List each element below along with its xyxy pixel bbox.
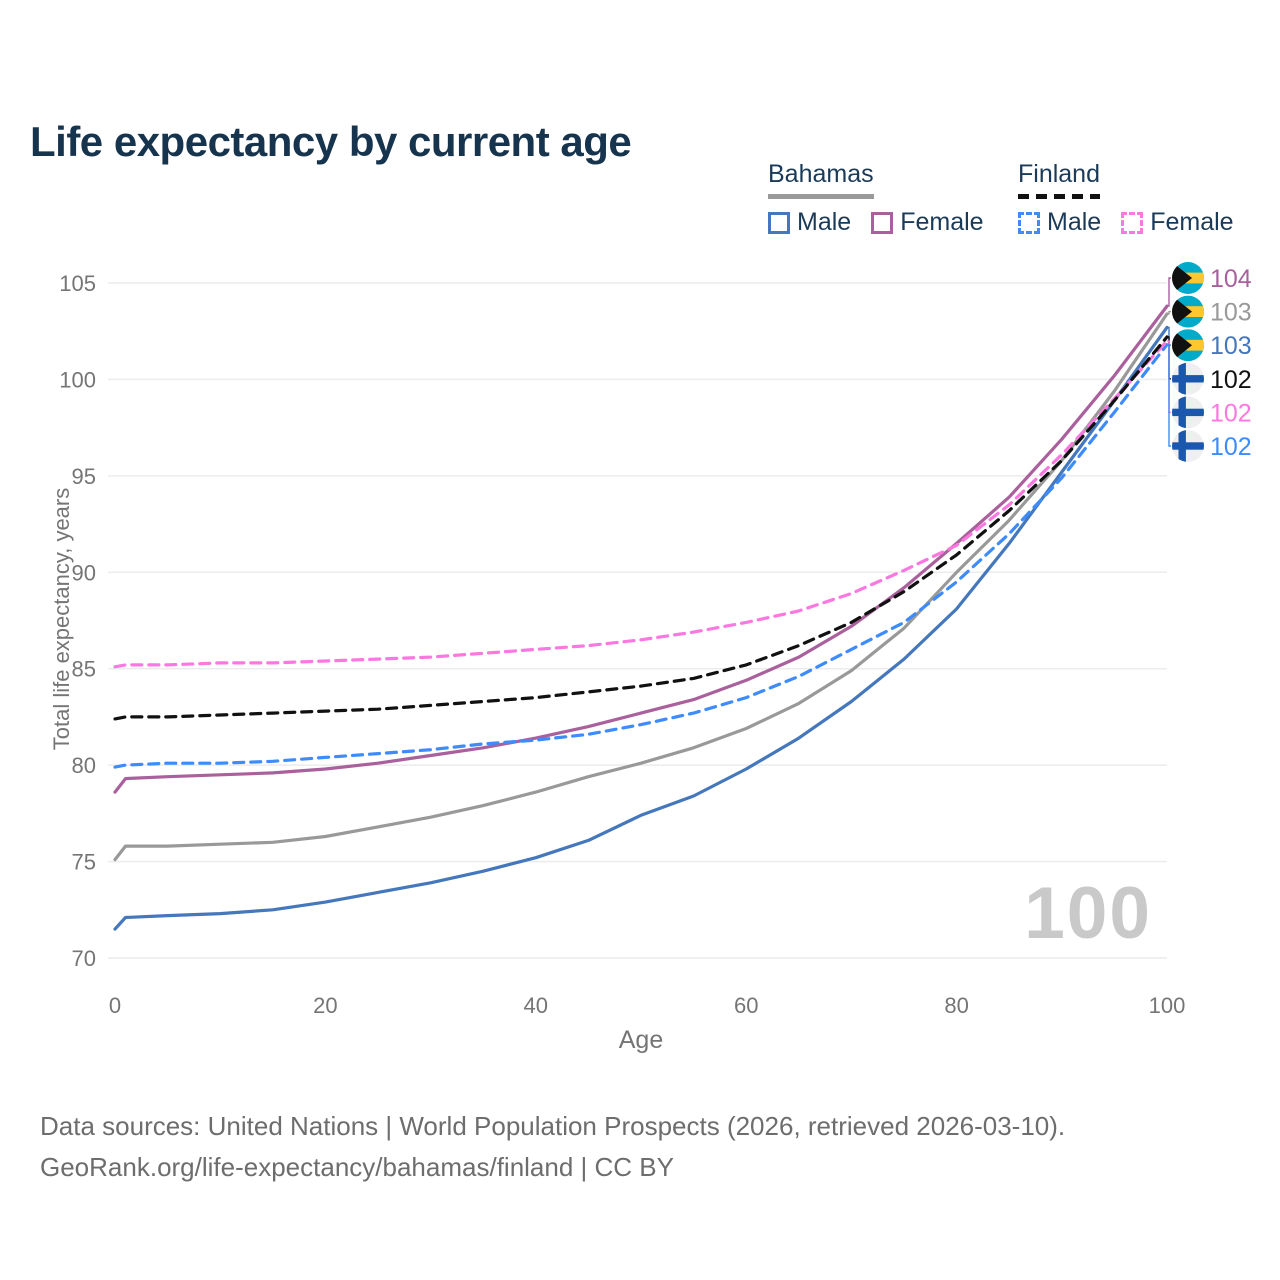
series-line-bahamas-both-sexes[interactable] [113,312,1169,862]
x-tick-label: 80 [944,993,968,1018]
series-line-bahamas-female[interactable] [113,304,1169,794]
bahamas-solid-line-key [768,194,874,199]
label-leader-line [1167,310,1171,315]
y-tick-label: 100 [59,367,96,392]
series-line-finland-male[interactable] [113,343,1169,769]
data-sources-line: Data sources: United Nations | World Pop… [40,1111,1066,1141]
finland-male-swatch-icon [1018,211,1040,234]
legend-country-label: Bahamas [768,160,874,188]
end-value-label-finland-female: 102 [1210,399,1252,427]
end-value-label-bahamas-male: 103 [1210,332,1252,360]
end-value-label-bahamas-female: 104 [1210,265,1252,293]
flag-icon-bahamas [1172,295,1204,328]
label-leader-line [1167,344,1171,447]
x-tick-label: 0 [109,993,121,1018]
finland-female-swatch-icon [1121,211,1144,234]
y-tick-label: 85 [72,657,96,682]
y-tick-label: 80 [72,753,96,778]
flag-icon-finland [1172,396,1204,429]
y-tick-label: 70 [72,946,96,971]
legend-country-finland[interactable]: Finland [1018,160,1100,199]
x-tick-label: 60 [734,993,758,1018]
current-age-watermark: 100 [1024,873,1152,954]
page-title: Life expectancy by current age [30,118,632,166]
attribution-line: GeoRank.org/life-expectancy/bahamas/finl… [40,1152,674,1182]
series-line-finland-both-sexes[interactable] [113,335,1169,721]
y-tick-label: 95 [72,464,96,489]
series-line-bahamas-male[interactable] [113,325,1169,931]
bahamas-female-swatch-icon [871,211,894,234]
legend-item-label: Male [797,208,852,236]
legend-country-bahamas[interactable]: Bahamas [768,160,874,199]
legend-item-label: Female [1150,208,1234,236]
legend-country-label: Finland [1018,160,1100,188]
end-value-label-finland-male: 102 [1210,433,1252,461]
flag-icon-finland [1172,430,1204,462]
y-tick-label: 105 [59,271,96,296]
y-tick-label: 90 [72,560,96,585]
x-tick-label: 20 [313,993,337,1018]
flag-icon-bahamas [1172,262,1204,294]
legend-item-finland-female[interactable]: Female [1121,208,1234,237]
legend-item-label: Male [1047,208,1102,236]
flag-icon-bahamas [1172,329,1204,362]
legend-item-finland-male[interactable]: Male [1018,208,1101,237]
chart-footer: Data sources: United Nations | World Pop… [40,1106,1065,1188]
series-line-finland-female[interactable] [113,339,1169,669]
legend-item-label: Female [900,208,984,236]
legend-group-bahamas: Bahamas Male Female [768,160,984,237]
y-tick-label: 75 [72,850,96,875]
x-tick-label: 40 [524,993,548,1018]
flag-icon-finland [1172,362,1204,395]
legend-item-bahamas-male[interactable]: Male [768,208,851,237]
legend-item-bahamas-female[interactable]: Female [871,208,984,237]
x-tick-label: 100 [1149,993,1186,1018]
end-value-label-finland-both-sexes: 102 [1210,366,1252,394]
end-value-label-bahamas-both-sexes: 103 [1210,299,1252,327]
x-axis-title: Age [618,1026,664,1054]
legend-group-finland: Finland Male Female [1018,160,1234,237]
label-leader-line [1167,277,1171,307]
finland-dashed-line-key [1018,194,1100,199]
bahamas-male-swatch-icon [768,211,790,234]
